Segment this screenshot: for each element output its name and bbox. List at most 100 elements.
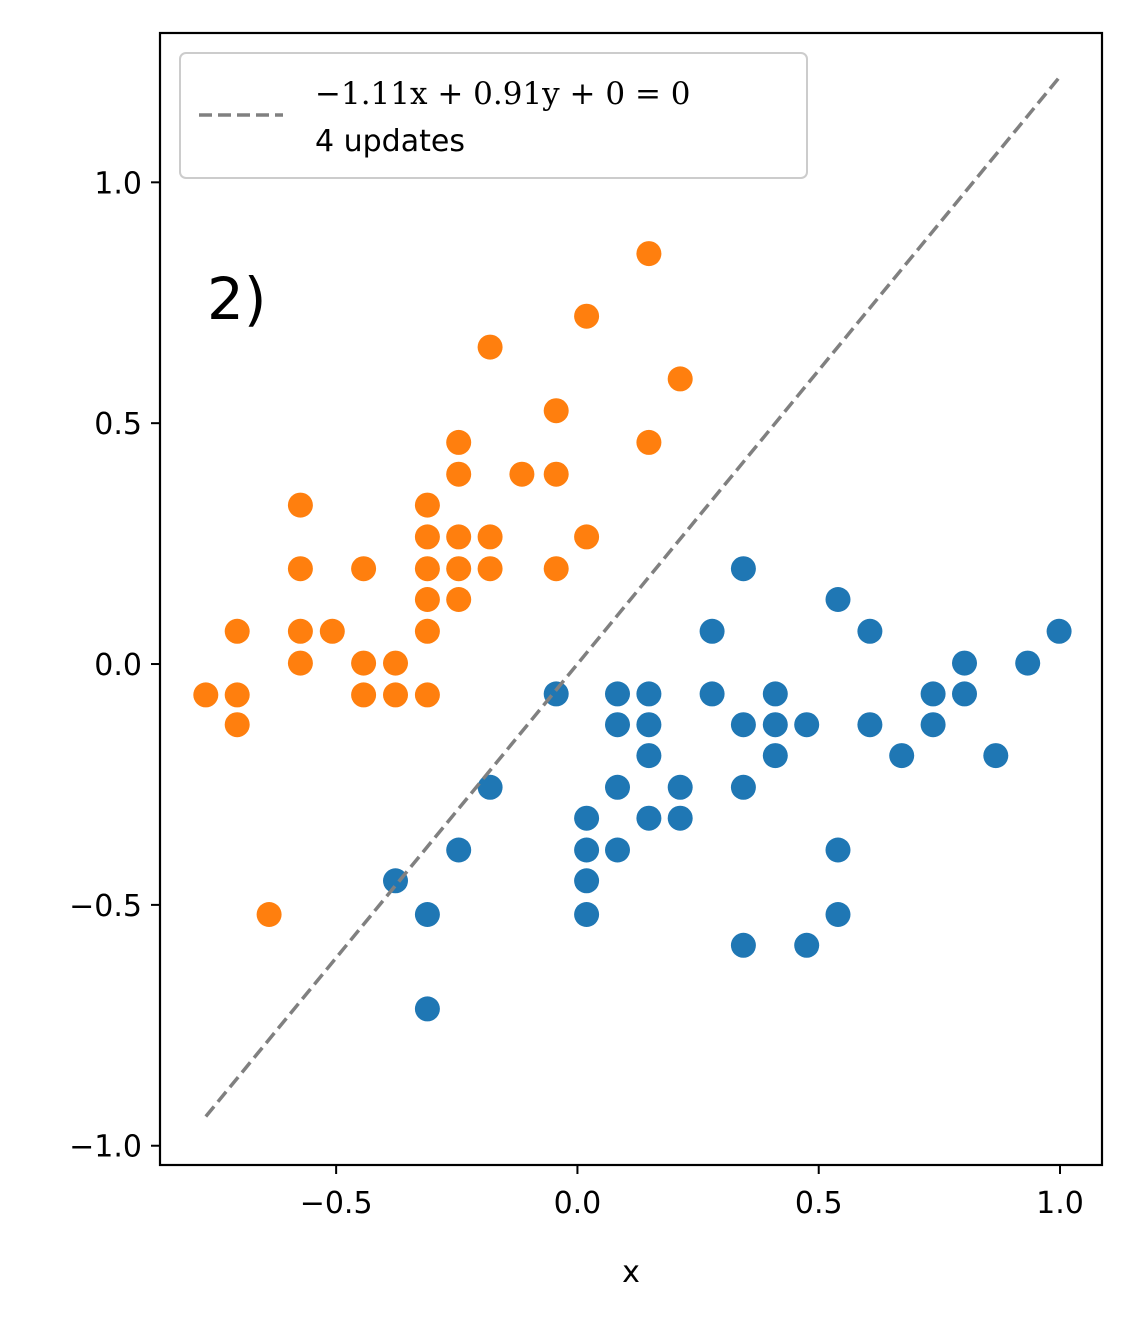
x-tick-label: 0.0 xyxy=(554,1186,602,1221)
data-point-blue-38 xyxy=(414,902,440,927)
data-point-orange-11 xyxy=(414,492,440,518)
data-point-orange-6 xyxy=(446,429,472,455)
data-point-blue-12 xyxy=(920,681,946,707)
data-point-orange-25 xyxy=(287,618,313,644)
data-point-blue-23 xyxy=(889,743,915,769)
data-point-blue-39 xyxy=(574,902,600,927)
data-point-orange-13 xyxy=(446,524,472,550)
data-point-orange-22 xyxy=(414,587,440,612)
data-point-blue-10 xyxy=(699,681,725,707)
data-point-blue-9 xyxy=(636,681,662,707)
legend-box xyxy=(179,52,808,179)
data-point-orange-29 xyxy=(351,650,377,676)
data-point-blue-24 xyxy=(983,743,1009,769)
y-tick-label: 0.5 xyxy=(94,407,142,442)
y-tick-label: 1.0 xyxy=(94,166,142,201)
decision-boundary-line xyxy=(204,76,1061,1118)
data-point-orange-35 xyxy=(414,682,440,708)
data-point-blue-32 xyxy=(446,837,472,863)
data-point-blue-3 xyxy=(857,618,883,644)
data-point-orange-26 xyxy=(319,618,345,644)
y-tick-label: −1.0 xyxy=(69,1130,142,1165)
data-point-blue-19 xyxy=(857,712,883,738)
data-point-blue-33 xyxy=(574,837,600,863)
data-point-orange-21 xyxy=(543,556,569,582)
x-tick-label: −0.5 xyxy=(300,1186,373,1221)
data-point-orange-18 xyxy=(414,556,440,582)
data-point-blue-41 xyxy=(730,932,756,958)
data-point-orange-15 xyxy=(574,524,600,550)
data-point-orange-12 xyxy=(414,524,440,550)
data-point-orange-14 xyxy=(477,524,503,550)
data-point-blue-40 xyxy=(825,902,851,927)
data-point-blue-18 xyxy=(794,712,820,738)
data-point-blue-21 xyxy=(636,743,662,769)
data-point-blue-28 xyxy=(730,774,756,800)
plot-frame xyxy=(158,31,1104,1167)
panel-label: 2) xyxy=(207,265,267,333)
data-point-blue-11 xyxy=(762,681,788,707)
data-point-blue-4 xyxy=(1046,618,1072,644)
data-point-blue-1 xyxy=(825,587,851,612)
data-point-orange-10 xyxy=(287,492,313,518)
legend-updates: 4 updates xyxy=(315,124,465,159)
data-point-orange-3 xyxy=(667,366,693,392)
data-point-orange-7 xyxy=(446,461,472,487)
data-point-orange-31 xyxy=(193,682,219,708)
data-point-blue-37 xyxy=(574,868,600,894)
data-point-blue-25 xyxy=(477,774,503,800)
data-point-blue-0 xyxy=(730,556,756,582)
data-point-orange-32 xyxy=(224,682,250,708)
data-point-blue-36 xyxy=(383,868,408,894)
data-point-orange-16 xyxy=(287,556,313,582)
decision-boundary xyxy=(204,76,1061,1118)
data-point-orange-28 xyxy=(287,650,313,676)
data-point-blue-17 xyxy=(762,712,788,738)
data-point-blue-13 xyxy=(952,681,977,707)
data-point-blue-34 xyxy=(605,837,630,863)
y-tick-label: 0.0 xyxy=(94,648,142,683)
data-point-blue-6 xyxy=(1015,650,1041,676)
data-point-blue-5 xyxy=(952,650,977,676)
data-point-orange-19 xyxy=(446,556,472,582)
data-point-orange-2 xyxy=(477,334,503,360)
data-point-blue-35 xyxy=(825,837,851,863)
data-points xyxy=(193,241,1072,1022)
x-axis-ticks: −0.5 0.0 0.5 1.0 xyxy=(300,1165,1084,1221)
legend: −1.11x + 0.91y + 0 = 0 4 updates xyxy=(179,52,808,179)
data-point-orange-20 xyxy=(477,556,503,582)
data-point-orange-8 xyxy=(509,461,535,487)
data-point-blue-31 xyxy=(667,805,693,831)
legend-equation: −1.11x + 0.91y + 0 = 0 xyxy=(315,76,691,112)
data-point-orange-4 xyxy=(543,398,569,424)
data-point-orange-37 xyxy=(256,902,282,927)
data-point-orange-34 xyxy=(383,682,408,708)
y-axis-ticks: −1.0 −0.5 0.0 0.5 1.0 xyxy=(69,166,160,1165)
y-tick-label: −0.5 xyxy=(69,889,142,924)
data-point-blue-22 xyxy=(762,743,788,769)
data-point-orange-27 xyxy=(414,618,440,644)
data-point-blue-43 xyxy=(414,996,440,1022)
data-point-orange-17 xyxy=(351,556,377,582)
x-tick-label: 0.5 xyxy=(795,1186,843,1221)
data-point-blue-42 xyxy=(794,932,820,958)
data-point-blue-16 xyxy=(730,712,756,738)
data-point-blue-2 xyxy=(699,618,725,644)
data-point-blue-8 xyxy=(605,681,630,707)
data-point-orange-23 xyxy=(446,587,472,612)
data-point-orange-30 xyxy=(383,650,408,676)
data-point-orange-0 xyxy=(636,241,662,267)
data-point-blue-26 xyxy=(605,774,630,800)
data-point-orange-33 xyxy=(351,682,377,708)
data-point-orange-1 xyxy=(574,303,600,329)
data-point-blue-15 xyxy=(636,712,662,738)
data-point-blue-27 xyxy=(667,774,693,800)
data-point-blue-14 xyxy=(605,712,630,738)
x-axis-title: x xyxy=(622,1255,640,1290)
data-point-blue-29 xyxy=(574,805,600,831)
data-point-blue-30 xyxy=(636,805,662,831)
data-point-blue-20 xyxy=(920,712,946,738)
data-point-orange-36 xyxy=(224,712,250,738)
data-point-orange-24 xyxy=(224,618,250,644)
